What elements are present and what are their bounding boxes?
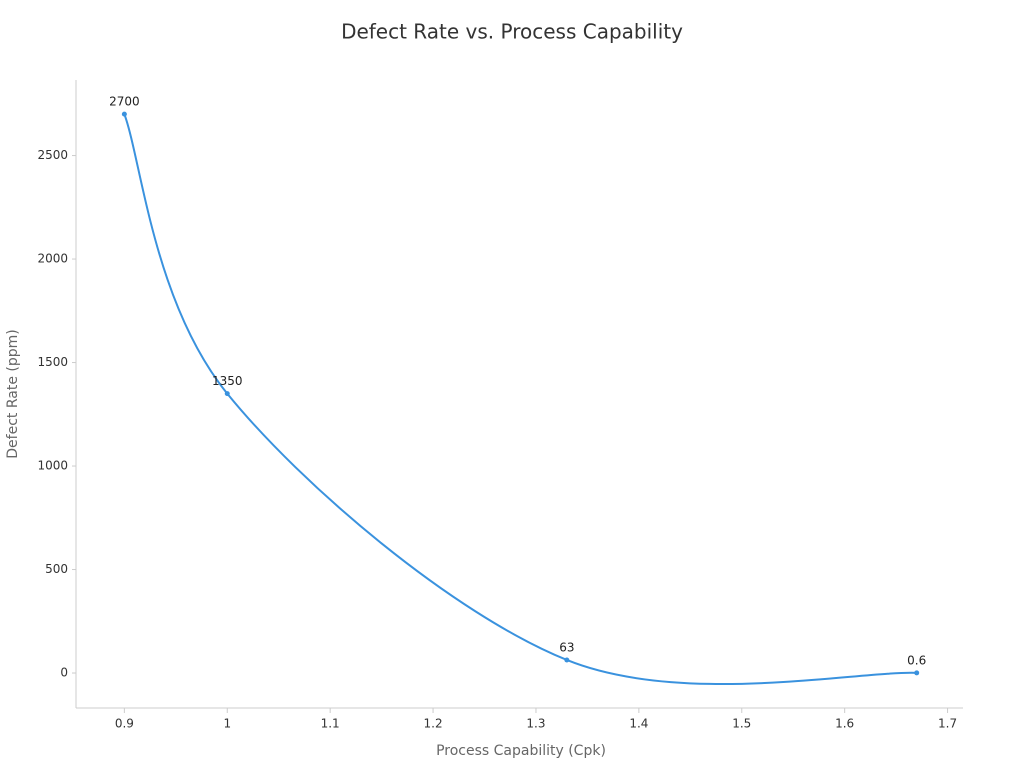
value-label: 1350 <box>212 374 243 388</box>
point <box>224 391 230 397</box>
point <box>564 657 570 663</box>
x-tick-label: 1 <box>223 717 231 731</box>
x-tick-label: 1.3 <box>526 717 545 731</box>
x-axis-title: Process Capability (Cpk) <box>436 743 606 759</box>
y-tick-label: 500 <box>45 562 68 576</box>
x-tick-label: 0.9 <box>115 717 134 731</box>
point <box>121 111 127 117</box>
x-tick-label: 1.6 <box>835 717 854 731</box>
x-tick-label: 1.4 <box>629 717 648 731</box>
x-tick-label: 1.7 <box>938 717 957 731</box>
y-tick-label: 2000 <box>37 252 68 266</box>
x-tick-label: 1.5 <box>732 717 751 731</box>
value-label: 0.6 <box>907 653 926 667</box>
y-axis-title: Defect Rate (ppm) <box>5 329 21 458</box>
x-tick-label: 1.1 <box>321 717 340 731</box>
line <box>123 113 917 686</box>
point <box>914 670 920 676</box>
chart-title: Defect Rate vs. Process Capability <box>341 20 683 44</box>
y-tick-label: 1000 <box>37 459 68 473</box>
y-tick-label: 1500 <box>37 355 68 369</box>
x-tick-label: 1.2 <box>424 717 443 731</box>
y-tick-label: 0 <box>60 666 68 680</box>
value-label: 2700 <box>109 95 140 109</box>
y-tick-label: 2500 <box>37 148 68 162</box>
value-label: 63 <box>559 640 574 654</box>
